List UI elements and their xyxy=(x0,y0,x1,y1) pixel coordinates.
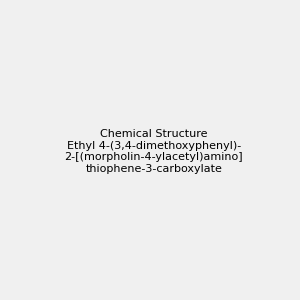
Text: Chemical Structure
Ethyl 4-(3,4-dimethoxyphenyl)-
2-[(morpholin-4-ylacetyl)amino: Chemical Structure Ethyl 4-(3,4-dimethox… xyxy=(64,129,243,174)
